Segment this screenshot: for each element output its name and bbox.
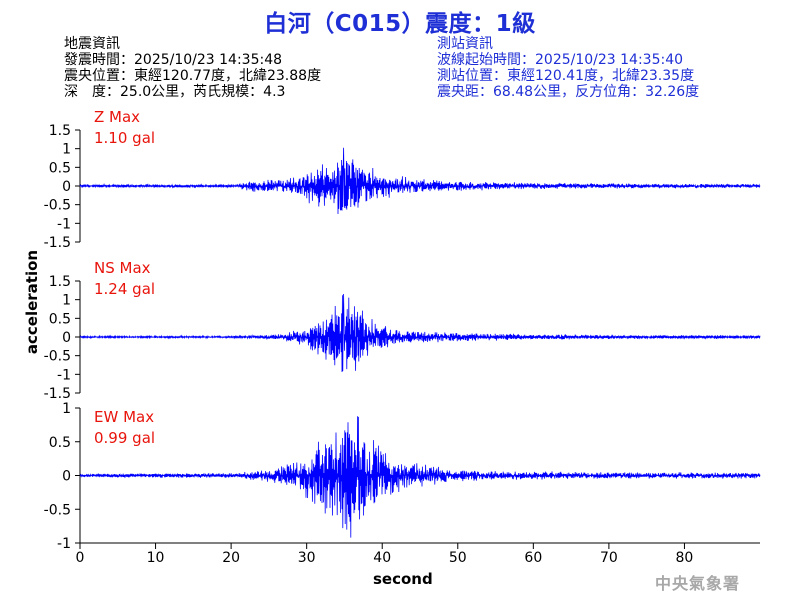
x-tick-label: 70	[600, 550, 618, 566]
waveform-trace-z	[79, 147, 761, 215]
x-tick-label: 80	[676, 550, 694, 566]
y-tick-label-ew: -1	[57, 536, 71, 552]
y-tick-label-ns: 1	[62, 293, 71, 309]
panel-label-ns: NS Max	[94, 259, 151, 277]
x-tick-label: 40	[373, 550, 391, 566]
y-tick-label-ns: -0.5	[44, 349, 71, 365]
earthquake-info-heading: 地震資訊	[64, 36, 120, 52]
y-tick-label-z: 0.5	[49, 160, 71, 176]
y-axis-label: acceleration	[23, 249, 41, 355]
x-tick-label: 0	[76, 550, 85, 566]
x-tick-label: 50	[449, 550, 467, 566]
panel-max-value-z: 1.10 gal	[94, 129, 155, 147]
y-tick-label-ew: 0	[62, 469, 71, 485]
y-tick-label-ew: -0.5	[44, 502, 71, 518]
wave-start-time: 波線起始時間：2025/10/23 14:35:40	[437, 52, 684, 68]
y-tick-label-z: 1.5	[49, 123, 71, 139]
panel-label-ew: EW Max	[94, 408, 154, 426]
earthquake-info: 地震資訊 發震時間：2025/10/23 14:35:48 震央位置：東經120…	[64, 36, 321, 100]
waveform-trace-ew	[79, 416, 761, 538]
y-tick-label-ns: -1.5	[44, 386, 71, 402]
panel-max-value-ns: 1.24 gal	[94, 280, 155, 298]
y-tick-label-ns: 0.5	[49, 311, 71, 327]
y-tick-label-ew: 1	[62, 401, 71, 417]
depth-magnitude: 深 度：25.0公里，芮氏規模：4.3	[64, 84, 286, 100]
station-info-heading: 測站資訊	[437, 36, 493, 52]
waveform-trace-ns	[79, 293, 761, 373]
agency-watermark: 中央氣象署	[655, 574, 741, 593]
chart-title: 白河（C015）震度：1級	[264, 11, 536, 37]
y-tick-label-ew: 0.5	[49, 435, 71, 451]
panel-label-z: Z Max	[94, 108, 140, 126]
station-info: 測站資訊 波線起始時間：2025/10/23 14:35:40 測站位置：東經1…	[437, 36, 699, 100]
y-tick-label-z: -0.5	[44, 198, 71, 214]
panel-max-value-ew: 0.99 gal	[94, 429, 155, 447]
y-tick-label-ns: 0	[62, 330, 71, 346]
epicenter-location: 震央位置：東經120.77度，北緯23.88度	[64, 68, 322, 84]
y-tick-label-z: -1.5	[44, 235, 71, 251]
x-axis-label: second	[373, 570, 433, 588]
y-tick-label-z: 0	[62, 179, 71, 195]
x-tick-label: 30	[298, 550, 316, 566]
x-tick-label: 20	[222, 550, 240, 566]
y-tick-label-z: -1	[57, 216, 71, 232]
epicentral-distance: 震央距：68.48公里，反方位角：32.26度	[437, 84, 700, 100]
origin-time: 發震時間：2025/10/23 14:35:48	[64, 52, 283, 68]
y-tick-label-ns: -1	[57, 367, 71, 383]
y-tick-label-ns: 1.5	[49, 274, 71, 290]
x-tick-label: 10	[147, 550, 165, 566]
x-tick-label: 60	[524, 550, 542, 566]
station-location: 測站位置：東經120.41度，北緯23.35度	[437, 68, 695, 84]
y-tick-label-z: 1	[62, 142, 71, 158]
